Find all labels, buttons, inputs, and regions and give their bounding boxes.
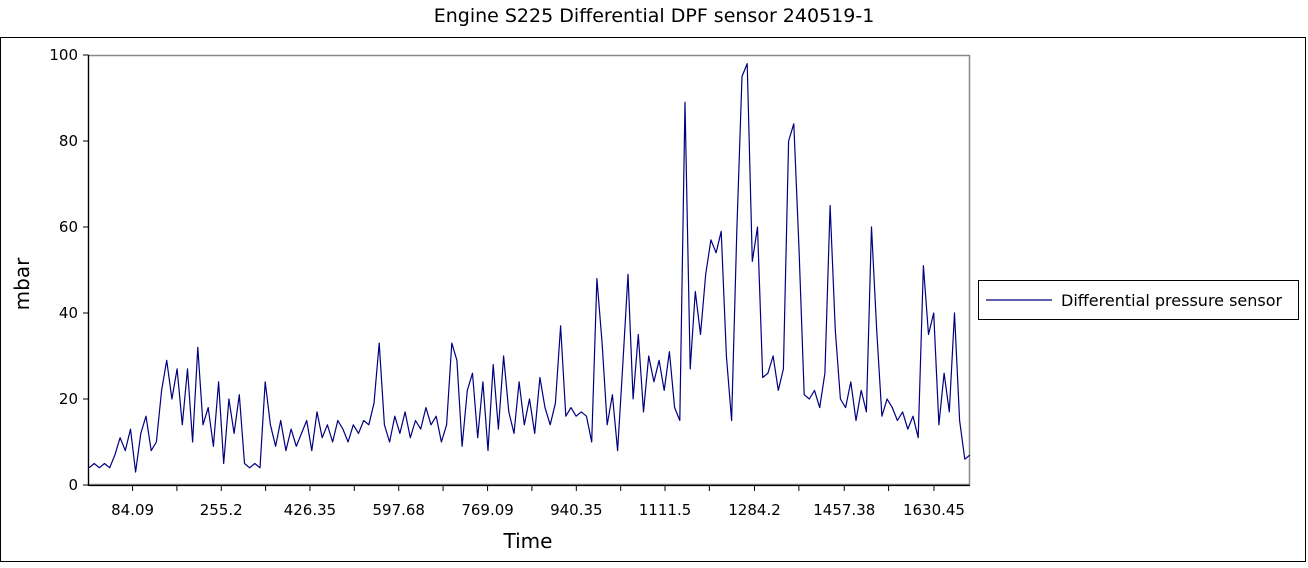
y-axis: 0 20 40 60 80 100 [49, 46, 90, 494]
chart-title: Engine S225 Differential DPF sensor 2405… [434, 5, 875, 27]
plot-area [87, 54, 971, 486]
legend-label: Differential pressure sensor [1061, 291, 1283, 310]
x-tick-label: 426.35 [284, 501, 337, 519]
y-tick-label: 20 [59, 390, 78, 408]
x-axis-label: Time [503, 529, 553, 553]
x-tick-label: 1111.5 [639, 501, 692, 519]
y-tick-label: 60 [59, 218, 78, 236]
y-tick-label: 40 [59, 304, 78, 322]
y-tick-label: 100 [49, 46, 78, 64]
x-tick-label: 1630.45 [903, 501, 965, 519]
series-line-differential-pressure [88, 62, 971, 473]
legend-box [978, 280, 1299, 320]
x-tick-label: 1457.38 [813, 501, 875, 519]
y-tick-label: 0 [68, 476, 78, 494]
x-tick-label: 769.09 [461, 501, 514, 519]
chart-outer-border [0, 37, 1306, 562]
legend: Differential pressure sensor [978, 280, 1299, 320]
series-layer [88, 62, 971, 473]
x-tick-label: 597.68 [372, 501, 425, 519]
x-tick-label: 84.09 [111, 501, 154, 519]
x-tick-label: 940.35 [550, 501, 603, 519]
x-tick-label: 255.2 [200, 501, 243, 519]
x-axis: 84.09 255.2 426.35 597.68 769.09 940.35 1111.5… [89, 484, 970, 519]
y-axis-label: mbar [10, 257, 34, 310]
y-tick-label: 80 [59, 132, 78, 150]
x-tick-label: 1284.2 [728, 501, 781, 519]
